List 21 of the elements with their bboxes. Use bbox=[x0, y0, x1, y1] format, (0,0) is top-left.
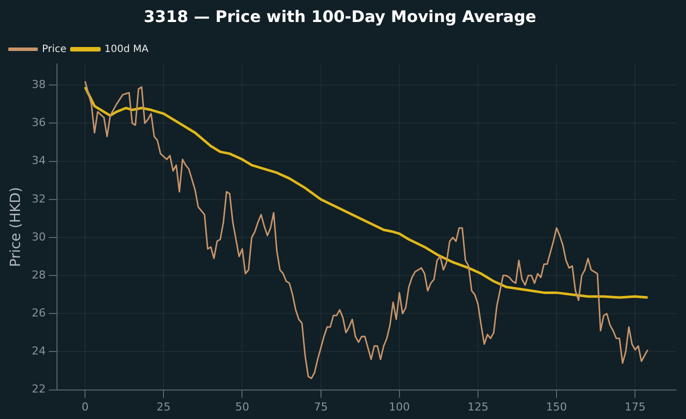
y-tick-label: 38 bbox=[32, 78, 46, 92]
x-tick-label: 75 bbox=[314, 400, 328, 414]
y-tick-label: 30 bbox=[32, 230, 46, 244]
chart-title: 3318 — Price with 100-Day Moving Average bbox=[144, 6, 536, 26]
x-tick-label: 125 bbox=[467, 400, 488, 414]
legend-label: 100d MA bbox=[104, 44, 149, 55]
x-tick-label: 150 bbox=[546, 400, 568, 414]
y-tick-label: 22 bbox=[32, 382, 46, 396]
y-axis-title: Price (HKD) bbox=[8, 186, 24, 268]
y-tick-label: 34 bbox=[32, 154, 46, 168]
y-tick-label: 26 bbox=[32, 306, 46, 320]
x-tick-label: 50 bbox=[235, 400, 250, 414]
y-tick-label: 28 bbox=[32, 268, 46, 282]
y-tick-label: 36 bbox=[32, 116, 46, 130]
x-tick-label: 175 bbox=[624, 400, 646, 414]
x-tick-label: 0 bbox=[82, 400, 89, 414]
y-tick-label: 24 bbox=[32, 344, 46, 358]
x-tick-label: 25 bbox=[156, 400, 171, 414]
legend-label: Price bbox=[42, 44, 66, 55]
x-tick-label: 100 bbox=[388, 400, 410, 414]
y-tick-label: 32 bbox=[32, 192, 46, 206]
